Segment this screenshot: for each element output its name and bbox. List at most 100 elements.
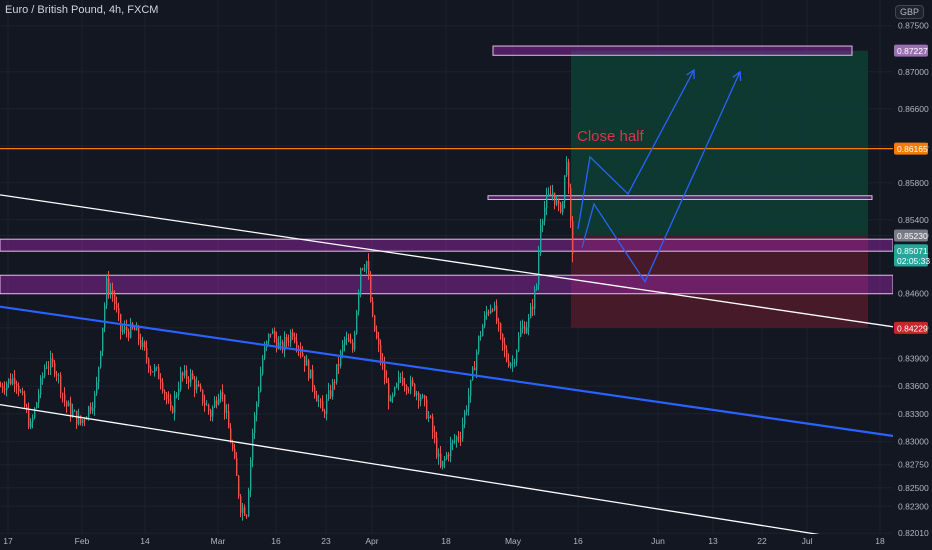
candle-body <box>0 386 2 388</box>
candle-body <box>560 203 562 213</box>
candle-body <box>80 415 82 424</box>
candle-body <box>500 323 502 334</box>
candle-body <box>252 432 254 460</box>
candle-body <box>572 220 574 254</box>
candle-body <box>304 356 306 366</box>
candle-body <box>434 432 436 438</box>
candle-body <box>506 349 508 361</box>
candle-body <box>192 373 194 379</box>
candle-body <box>488 311 490 314</box>
price-tick-label: 0.86600 <box>898 104 929 114</box>
price-tick-label: 0.83600 <box>898 381 929 391</box>
candle-body <box>420 397 422 401</box>
candle-body <box>30 422 32 428</box>
price-badge <box>894 44 928 57</box>
candle-body <box>428 416 430 419</box>
candle-body <box>446 454 448 459</box>
time-axis <box>0 534 932 550</box>
candle-body <box>460 438 462 440</box>
candle-body <box>198 384 200 387</box>
candle-body <box>140 339 142 347</box>
candle-body <box>152 371 154 373</box>
candle-body <box>452 440 454 444</box>
candle-body <box>350 341 352 343</box>
candle-body <box>562 201 564 213</box>
candle-body <box>130 323 132 338</box>
candle-body <box>68 402 70 407</box>
candle-body <box>72 410 74 416</box>
candle-body <box>478 336 480 352</box>
candle-body <box>410 380 412 390</box>
candle-body <box>212 407 214 417</box>
candle-body <box>326 398 328 414</box>
candle-body <box>54 362 56 375</box>
candle-body <box>282 342 284 351</box>
price-badge <box>894 244 928 257</box>
candle-body <box>184 370 186 376</box>
candle-body <box>528 317 530 328</box>
candle-body <box>92 408 94 411</box>
price-badge-label: 0.85230 <box>897 231 928 241</box>
candle-body <box>344 339 346 345</box>
candle-body <box>354 333 356 350</box>
candle-body <box>98 367 100 383</box>
candle-body <box>82 419 84 424</box>
candle-body <box>312 369 314 388</box>
candle-body <box>260 373 262 392</box>
currency-button[interactable]: GBP <box>894 5 924 19</box>
candle-body <box>440 453 442 467</box>
candle-body <box>206 404 208 406</box>
candle-body <box>482 326 484 337</box>
candle-body <box>310 369 312 379</box>
price-badge <box>894 321 928 334</box>
candle-body <box>114 294 116 305</box>
projection-upper-head <box>686 68 695 80</box>
price-badge <box>894 254 928 267</box>
candle-body <box>294 336 296 342</box>
candle-body <box>522 326 524 329</box>
candle-body <box>16 384 18 386</box>
candle-body <box>240 496 242 513</box>
time-tick-label: Feb <box>75 536 90 546</box>
projection-lower-head <box>732 70 742 81</box>
candle-body <box>8 378 10 384</box>
candle-body <box>464 412 466 425</box>
candle-body <box>136 326 138 331</box>
time-tick-label: Jul <box>802 536 813 546</box>
candle-body <box>262 358 264 374</box>
candle-body <box>378 337 380 345</box>
candle-body <box>426 399 428 419</box>
candle-body <box>250 459 252 491</box>
candle-body <box>536 285 538 289</box>
candle-body <box>372 301 374 316</box>
candle-body <box>466 409 468 413</box>
candle-body <box>204 402 206 406</box>
candle-body <box>302 353 304 357</box>
chart-title: Euro / British Pound, 4h, FXCM <box>5 4 159 16</box>
candle-body <box>554 192 556 205</box>
candle-body <box>290 332 292 342</box>
candle-body <box>254 415 256 433</box>
candle-body <box>516 350 518 363</box>
price-tick-label: 0.87000 <box>898 67 929 77</box>
candle-body <box>90 406 92 411</box>
candle-body <box>110 290 112 294</box>
price-tick-label: 0.85400 <box>898 215 929 225</box>
candle-body <box>120 314 122 332</box>
time-tick-label: 23 <box>321 536 331 546</box>
candle-body <box>418 393 420 401</box>
candle-body <box>66 401 68 407</box>
price-badge-label: 0.86165 <box>897 144 928 154</box>
candle-body <box>34 408 36 418</box>
candle-body <box>448 454 450 457</box>
candle-body <box>176 394 178 396</box>
price-badge <box>894 142 928 155</box>
candle-body <box>322 401 324 412</box>
candle-body <box>42 376 44 378</box>
candle-body <box>228 411 230 429</box>
candle-body <box>76 410 78 425</box>
candle-body <box>226 411 228 413</box>
candle-body <box>318 400 320 402</box>
candle-body <box>164 391 166 394</box>
